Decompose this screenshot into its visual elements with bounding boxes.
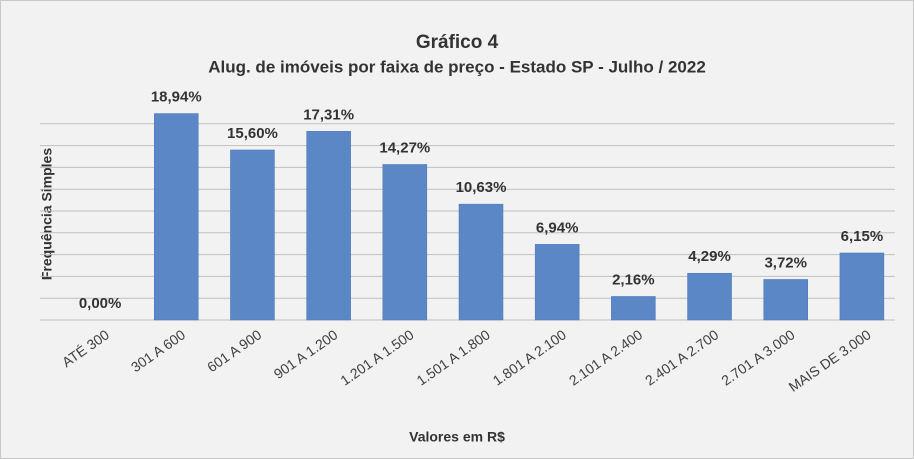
value-label: 0,00% [79, 295, 122, 312]
value-label: 6,15% [841, 228, 884, 245]
bar [763, 279, 808, 321]
y-axis-title: Frequência Simples [39, 148, 55, 280]
bar [611, 296, 656, 321]
value-label: 14,27% [379, 139, 430, 156]
bar [534, 244, 580, 321]
bar [458, 203, 504, 321]
chart-subtitle: Alug. de imóveis por faixa de preço - Es… [208, 57, 706, 76]
value-label: 4,29% [688, 248, 731, 265]
bar [230, 149, 275, 321]
bar [154, 113, 199, 321]
value-label: 17,31% [303, 106, 354, 123]
x-axis-title: Valores em R$ [409, 429, 505, 445]
bar [306, 131, 351, 321]
bar [687, 272, 732, 321]
bar [382, 164, 428, 321]
value-label: 18,94% [151, 89, 202, 106]
value-label: 6,94% [536, 219, 579, 236]
bar [839, 252, 885, 321]
value-label: 10,63% [456, 179, 507, 196]
value-label: 15,60% [227, 125, 278, 142]
value-label: 2,16% [612, 271, 655, 288]
value-label: 3,72% [764, 254, 807, 271]
chart-title: Gráfico 4 [416, 32, 499, 53]
